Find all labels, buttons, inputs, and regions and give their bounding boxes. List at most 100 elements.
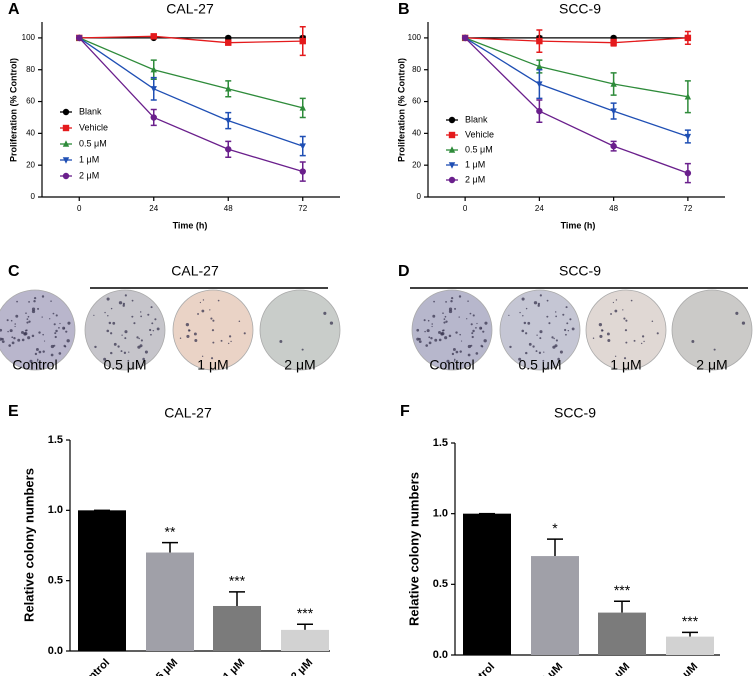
- y-tick-label: 80: [26, 65, 35, 74]
- colony: [27, 315, 30, 318]
- colony: [467, 300, 469, 302]
- y-tick-label: 60: [26, 97, 35, 106]
- series-line: [78, 37, 303, 109]
- point: [536, 37, 543, 45]
- colony: [53, 323, 56, 326]
- colony: [509, 345, 512, 349]
- legend-label: Blank: [465, 114, 488, 124]
- colony: [450, 299, 453, 303]
- error-bar: [547, 538, 563, 557]
- colony: [446, 359, 450, 363]
- point: [461, 34, 469, 42]
- significance: ***: [229, 573, 246, 589]
- colony: [535, 350, 538, 353]
- colony: [548, 322, 551, 325]
- colony: [481, 345, 484, 348]
- x-tick-label: 72: [298, 204, 307, 213]
- dish-label: 0.5 μM: [518, 357, 561, 373]
- colony: [0, 328, 3, 332]
- colony: [416, 337, 420, 341]
- colony: [612, 301, 614, 304]
- colony: [103, 357, 107, 361]
- colony: [521, 297, 525, 301]
- colony: [11, 336, 14, 339]
- colony: [525, 307, 528, 310]
- colony: [427, 319, 430, 322]
- y-axis-label: Relative colony numbers: [406, 472, 421, 626]
- colony: [112, 321, 116, 325]
- dish: [411, 289, 493, 371]
- colony: [542, 359, 545, 362]
- point: [150, 86, 157, 93]
- colony: [555, 315, 558, 318]
- colony: [127, 359, 130, 362]
- colony: [107, 315, 109, 317]
- colony: [140, 339, 143, 342]
- point: [684, 93, 692, 100]
- colony: [428, 341, 432, 345]
- colony: [452, 347, 456, 351]
- colony: [21, 338, 25, 342]
- colony: [455, 331, 458, 334]
- colony: [117, 345, 120, 348]
- colony: [210, 317, 213, 320]
- error-bar: [614, 600, 630, 613]
- bar: [598, 612, 646, 655]
- colony: [67, 321, 71, 325]
- colony: [423, 319, 426, 322]
- series-line: [464, 37, 689, 174]
- series-line: [78, 37, 303, 147]
- colony: [469, 312, 472, 315]
- colony: [625, 341, 628, 344]
- error-bar: [297, 623, 313, 630]
- colony: [110, 351, 113, 355]
- colony: [42, 350, 45, 353]
- x-tick-label: 24: [535, 204, 544, 213]
- colony: [243, 332, 246, 335]
- colony: [106, 329, 110, 333]
- y-axis-label: Relative colony numbers: [21, 468, 36, 622]
- colony: [454, 307, 457, 310]
- colony: [625, 319, 628, 322]
- colony: [434, 338, 438, 342]
- panel-label: F: [400, 403, 410, 420]
- x-tick-label: 2 μM: [674, 661, 700, 676]
- y-tick-label: 20: [26, 160, 35, 169]
- colony: [8, 344, 12, 347]
- colony: [416, 328, 420, 332]
- colony: [554, 311, 557, 313]
- colony: [122, 302, 126, 306]
- colony: [150, 333, 152, 336]
- colony: [110, 332, 113, 335]
- colony: [212, 341, 215, 344]
- y-tick-label: 60: [412, 97, 421, 106]
- colony: [483, 339, 487, 343]
- colony: [615, 299, 618, 301]
- colony: [691, 339, 695, 343]
- significance: *: [552, 520, 558, 536]
- legend-label: 1 μM: [465, 159, 485, 169]
- colony: [50, 300, 52, 302]
- colony: [475, 326, 477, 329]
- colony: [11, 341, 15, 345]
- colony: [451, 352, 455, 356]
- colony: [329, 321, 334, 325]
- legend-marker: [448, 146, 456, 153]
- colony: [624, 329, 628, 332]
- point: [610, 142, 617, 150]
- colony: [10, 319, 13, 322]
- colony: [38, 350, 42, 354]
- colony: [38, 331, 41, 334]
- colony: [425, 344, 429, 347]
- colony: [484, 321, 488, 325]
- colony: [537, 304, 540, 307]
- colony: [459, 333, 461, 336]
- colony: [438, 338, 442, 342]
- chart-title: CAL-27: [166, 1, 214, 17]
- colony: [301, 348, 304, 351]
- point: [76, 34, 83, 42]
- colony: [55, 314, 58, 317]
- colony: [539, 294, 542, 297]
- colony: [21, 330, 24, 334]
- colony: [610, 313, 612, 315]
